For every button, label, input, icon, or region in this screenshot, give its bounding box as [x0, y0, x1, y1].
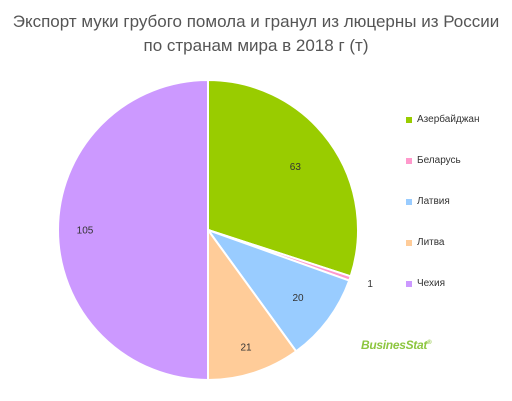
legend-label: Латвия: [417, 196, 450, 207]
data-label-lithuania: 21: [240, 342, 252, 353]
data-label-czechia: 105: [77, 226, 94, 237]
legend-swatch: [406, 158, 412, 164]
legend-swatch: [406, 199, 412, 205]
legend-item-azerbaijan: Азербайджан: [406, 114, 510, 155]
legend-swatch: [406, 117, 412, 123]
legend-label: Азербайджан: [417, 114, 480, 125]
pie-slice-lithuania: [207, 226, 298, 382]
businesstat-logo: BusinesStat®: [361, 338, 431, 352]
legend-swatch: [406, 281, 412, 287]
chart-title-line-2: по странам мира в 2018 г (т): [143, 36, 369, 55]
data-label-belarus: 1: [367, 279, 373, 290]
chart-title: Экспорт муки грубого помола и гранул из …: [0, 10, 512, 58]
legend-swatch: [406, 240, 412, 246]
pie-slices: [57, 78, 359, 382]
legend-item-belarus: Беларусь: [406, 155, 510, 196]
chart-title-line-1: Экспорт муки грубого помола и гранул из …: [12, 12, 500, 31]
legend: Азербайджан Беларусь Латвия Литва Чехия: [406, 114, 510, 319]
pie-data-labels: 63 1 20 21 105: [77, 162, 374, 353]
legend-label: Беларусь: [417, 155, 461, 166]
data-label-azerbaijan: 63: [290, 162, 302, 173]
pie-slice-czechia: [57, 78, 209, 382]
data-label-latvia: 20: [292, 293, 304, 304]
logo-registered-mark: ®: [427, 340, 432, 346]
pie-slice-azerbaijan: [207, 78, 359, 278]
legend-label: Литва: [417, 237, 445, 248]
legend-label: Чехия: [417, 278, 446, 289]
legend-item-czechia: Чехия: [406, 278, 510, 319]
legend-item-latvia: Латвия: [406, 196, 510, 237]
legend-item-lithuania: Литва: [406, 237, 510, 278]
logo-text: BusinesStat: [361, 338, 428, 352]
pie-slice-latvia: [205, 227, 351, 353]
